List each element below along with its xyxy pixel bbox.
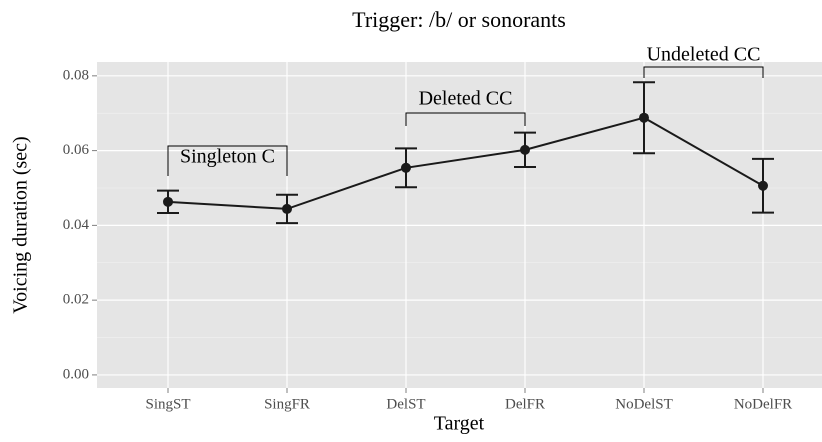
y-tick-label: 0.00 (63, 366, 89, 382)
y-axis-label: Voicing duration (sec) (10, 136, 32, 313)
y-tick-label: 0.04 (63, 217, 90, 233)
chart-title: Trigger: /b/ or sonorants (352, 7, 566, 32)
bracket (643, 66, 764, 78)
y-tick-label: 0.08 (63, 67, 89, 83)
annotation: Deleted CC (419, 88, 513, 110)
x-tick-label: SingFR (264, 396, 310, 412)
point (282, 203, 292, 214)
y-tick-label: 0.06 (63, 142, 90, 158)
x-tick-label: SingST (145, 396, 190, 412)
x-tick-label: DelST (386, 396, 425, 412)
bracket (167, 145, 288, 176)
line (167, 116, 764, 210)
y-tick-label: 0.02 (63, 292, 89, 308)
x-tick-label: NoDelFR (734, 396, 792, 412)
bracket (405, 112, 526, 126)
point (163, 196, 173, 207)
annotation: Singleton C (180, 146, 275, 168)
x-tick-label: NoDelST (615, 396, 673, 412)
x-axis-label: Target (434, 413, 485, 435)
annotation: Undeleted CC (647, 44, 761, 66)
x-tick-label: DelFR (505, 396, 545, 412)
point (758, 180, 768, 191)
point (520, 144, 530, 155)
point (401, 162, 411, 173)
point (639, 112, 649, 123)
